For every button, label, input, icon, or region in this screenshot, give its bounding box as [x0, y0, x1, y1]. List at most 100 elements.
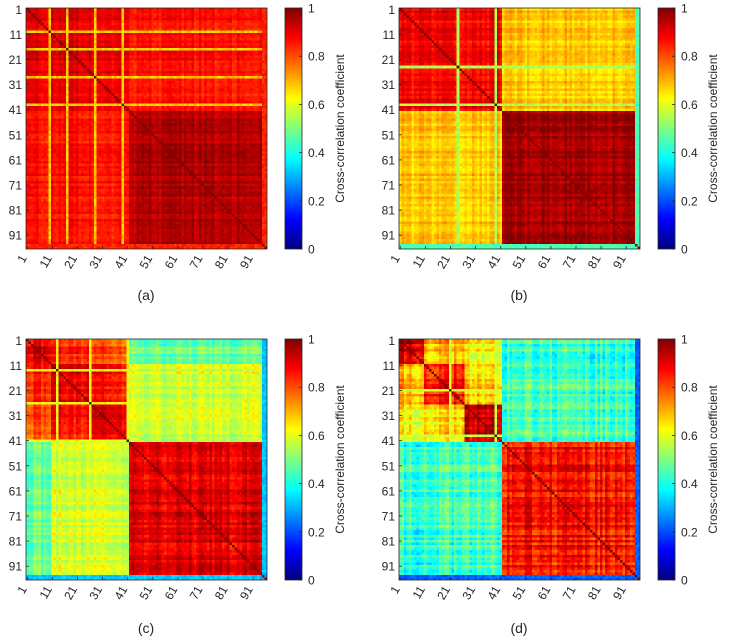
panel-label: (d) [510, 620, 527, 636]
y-tick-label: 61 [382, 484, 396, 498]
y-tick-label: 1 [388, 3, 395, 17]
colorbar-label: Cross-correlation coefficient [333, 54, 347, 203]
y-tick-label: 61 [382, 153, 396, 167]
y-tick-label: 51 [382, 128, 396, 142]
x-tick-label: 41 [111, 252, 130, 271]
x-tick-label: 81 [585, 252, 604, 271]
y-tick-label: 91 [9, 560, 23, 574]
colorbar-tick-label: 0 [681, 574, 688, 588]
y-tick-label: 71 [382, 509, 396, 523]
x-tick-label: 11 [410, 252, 429, 270]
x-tick-label: 81 [212, 252, 231, 271]
x-tick-label: 21 [434, 252, 453, 271]
panel-label: (c) [138, 620, 154, 636]
x-tick-label: 91 [610, 252, 629, 271]
y-tick-label: 31 [382, 409, 396, 423]
colorbar-tick-label: 0 [681, 243, 688, 257]
x-tick-label: 61 [535, 583, 554, 602]
colorbar [284, 7, 303, 250]
colorbar-tick-label: 0.4 [308, 477, 325, 491]
colorbar-tick-label: 0.8 [308, 381, 325, 395]
y-tick-label: 11 [10, 28, 23, 42]
axes-frame [398, 7, 641, 250]
y-tick-label: 41 [382, 434, 396, 448]
colorbar-tick-label: 0.2 [308, 194, 325, 208]
y-tick-label: 31 [9, 78, 23, 92]
panel-label: (a) [137, 287, 154, 303]
y-tick-label: 91 [382, 560, 396, 574]
x-tick-label: 1 [387, 252, 403, 265]
y-tick-label: 31 [382, 78, 396, 92]
colorbar-tick-label: 1 [681, 333, 688, 347]
colorbar-tick-label: 1 [308, 333, 315, 347]
panel-label: (b) [510, 287, 527, 303]
y-tick-label: 81 [382, 204, 396, 218]
heatmap-cells [399, 339, 640, 580]
x-tick-label: 31 [86, 252, 105, 271]
axes-frame [25, 7, 268, 250]
y-tick-label: 81 [9, 535, 23, 549]
x-tick-label: 21 [61, 583, 80, 602]
heatmap-cells [26, 339, 267, 580]
y-tick-label: 21 [382, 384, 396, 398]
colorbar [657, 7, 676, 250]
y-tick-label: 61 [9, 484, 23, 498]
colorbar-tick-label: 0.6 [308, 98, 325, 112]
colorbar-tick-label: 0 [308, 243, 315, 257]
x-tick-label: 91 [237, 583, 256, 602]
colorbar-tick-label: 0.8 [681, 50, 698, 64]
colorbar-tick-label: 0.2 [681, 194, 698, 208]
x-tick-label: 11 [410, 583, 429, 601]
y-tick-label: 91 [9, 229, 23, 243]
y-tick-label: 21 [382, 53, 396, 67]
colorbar-tick-label: 0.6 [681, 98, 698, 112]
y-tick-label: 61 [9, 153, 23, 167]
y-tick-label: 11 [383, 359, 396, 373]
x-tick-label: 41 [484, 583, 503, 602]
x-tick-label: 1 [14, 252, 30, 265]
x-tick-label: 91 [237, 252, 256, 271]
x-tick-label: 11 [37, 252, 56, 270]
y-tick-label: 81 [9, 204, 23, 218]
axes-frame [398, 338, 641, 581]
y-tick-label: 11 [383, 28, 396, 42]
y-tick-label: 21 [9, 53, 23, 67]
y-tick-label: 71 [9, 509, 23, 523]
x-tick-label: 21 [434, 583, 453, 602]
x-tick-label: 51 [137, 252, 156, 271]
y-tick-label: 51 [9, 128, 23, 142]
colorbar-label: Cross-correlation coefficient [706, 385, 720, 534]
y-tick-label: 41 [9, 434, 23, 448]
x-tick-label: 41 [484, 252, 503, 271]
heatmap-cells [26, 8, 267, 249]
x-tick-label: 81 [585, 583, 604, 602]
x-tick-label: 11 [37, 583, 56, 601]
y-tick-label: 41 [9, 103, 23, 117]
x-tick-label: 51 [510, 252, 529, 271]
x-tick-label: 31 [459, 583, 478, 602]
y-tick-label: 1 [15, 3, 22, 17]
colorbar-tick-label: 0.2 [681, 525, 698, 539]
x-tick-label: 51 [510, 583, 529, 602]
y-tick-label: 1 [15, 334, 22, 348]
x-tick-label: 71 [560, 252, 579, 271]
y-tick-label: 31 [9, 409, 23, 423]
y-tick-label: 51 [382, 459, 396, 473]
colorbar [284, 338, 303, 581]
x-tick-label: 51 [137, 583, 156, 602]
colorbar-label: Cross-correlation coefficient [333, 385, 347, 534]
x-tick-label: 1 [14, 583, 30, 596]
x-tick-label: 81 [212, 583, 231, 602]
y-tick-label: 51 [9, 459, 23, 473]
colorbar-tick-label: 1 [681, 2, 688, 16]
colorbar-tick-label: 0.4 [308, 146, 325, 160]
colorbar-tick-label: 0.2 [308, 525, 325, 539]
axes-frame [25, 338, 268, 581]
y-tick-label: 91 [382, 229, 396, 243]
x-tick-label: 31 [459, 252, 478, 271]
x-tick-label: 1 [387, 583, 403, 596]
